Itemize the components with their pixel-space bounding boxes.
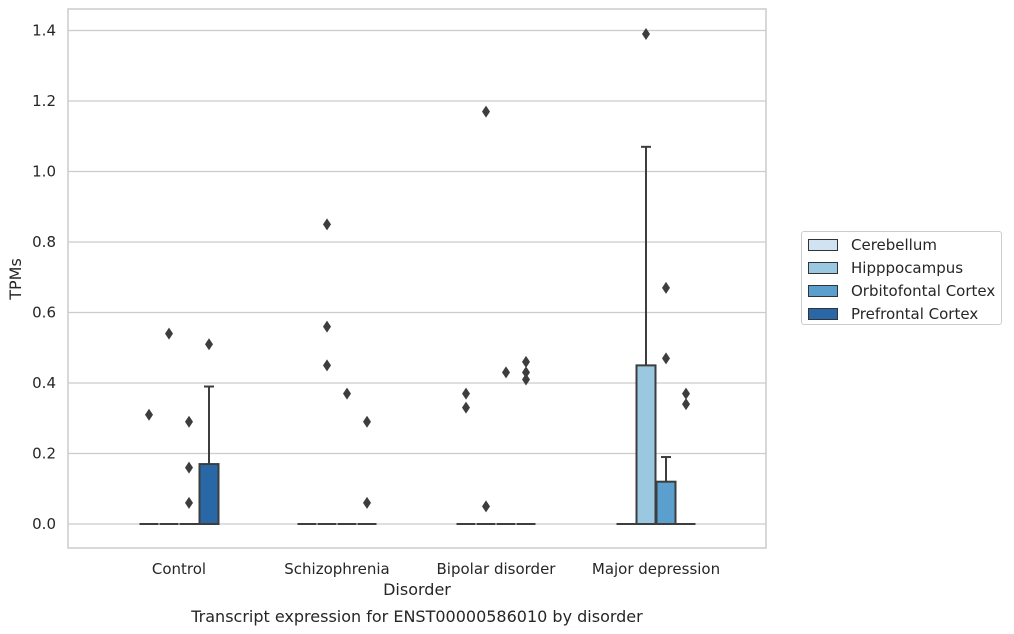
y-tick-label: 1.2 — [32, 92, 56, 110]
y-tick-label: 0.6 — [32, 304, 56, 322]
outlier-point — [323, 359, 331, 372]
outlier-point — [363, 496, 371, 509]
outlier-point — [462, 387, 470, 400]
outlier-point — [343, 387, 351, 400]
outlier-point — [522, 355, 530, 368]
box-2-2 — [496, 366, 516, 525]
outlier-point — [502, 366, 510, 379]
box-rect — [198, 463, 220, 526]
y-tick-label: 0.4 — [32, 374, 56, 392]
outlier-point — [185, 496, 193, 509]
legend-label: Cerebellum — [851, 236, 937, 254]
x-tick-label: Major depression — [592, 560, 720, 578]
y-tick-label: 1.4 — [32, 22, 56, 40]
y-tick-label: 0.0 — [32, 515, 56, 533]
legend-item-orbitofrontal: Orbitofontal Cortex — [808, 281, 995, 301]
legend-swatch-orbitofrontal — [808, 285, 838, 297]
outlier-point — [323, 320, 331, 333]
plot-area-frame — [67, 8, 767, 549]
x-tick-label: Bipolar disorder — [437, 560, 557, 578]
outlier-point — [682, 398, 690, 411]
x-tick-label: Control — [152, 560, 206, 578]
box-1-0 — [159, 327, 179, 525]
legend-item-cerebellum: Cerebellum — [808, 235, 937, 255]
legend: Cerebellum Hipppocampus Orbitofontal Cor… — [801, 231, 1002, 325]
legend-item-prefrontal: Prefrontal Cortex — [808, 304, 978, 324]
box-0-2 — [456, 387, 476, 525]
outlier-point — [165, 327, 173, 340]
x-tick-label: Schizophrenia — [284, 560, 389, 578]
y-tick-label: 1.0 — [32, 163, 56, 181]
y-tick-label: 0.2 — [32, 445, 56, 463]
outlier-point — [323, 218, 331, 231]
legend-label: Prefrontal Cortex — [851, 305, 979, 323]
outlier-point — [662, 281, 670, 294]
box-2-1 — [337, 387, 357, 525]
chart-title: Transcript expression for ENST0000058601… — [190, 607, 643, 626]
outlier-point — [363, 415, 371, 428]
outlier-point — [662, 352, 670, 365]
box-3-0 — [198, 338, 220, 526]
outlier-point — [522, 373, 530, 386]
legend-label: Hipppocampus — [851, 259, 964, 277]
y-tick-label: 0.8 — [32, 233, 56, 251]
box-2-3 — [655, 281, 677, 526]
outlier-point — [642, 28, 650, 41]
grid-lines — [68, 29, 766, 525]
box-3-2 — [516, 355, 536, 525]
x-tick-labels: Control Schizophrenia Bipolar disorder Majo… — [152, 560, 720, 578]
outlier-point — [482, 105, 490, 118]
box-3-1 — [357, 415, 377, 525]
legend-item-hippocampus: Hipppocampus — [808, 258, 963, 278]
box-rect — [655, 480, 677, 526]
box-rect — [635, 364, 657, 525]
box-2-0 — [179, 415, 199, 525]
outlier-point — [145, 408, 153, 421]
box-1-3 — [635, 28, 657, 525]
box-1-1 — [317, 218, 337, 525]
outlier-point — [682, 387, 690, 400]
y-axis-label: TPMs — [6, 258, 25, 301]
outlier-point — [185, 461, 193, 474]
box-series — [139, 28, 696, 526]
box-3-3 — [676, 387, 696, 525]
outlier-point — [185, 415, 193, 428]
legend-swatch-hippocampus — [808, 262, 838, 274]
outlier-point — [522, 366, 530, 379]
box-1-2 — [476, 105, 496, 525]
legend-swatch-cerebellum — [808, 239, 838, 251]
outlier-point — [462, 401, 470, 414]
outlier-point — [482, 500, 490, 513]
legend-swatch-prefrontal — [808, 308, 838, 320]
y-tick-labels: 0.0 0.2 0.4 0.6 0.8 1.0 1.2 1.4 — [32, 22, 56, 534]
x-axis-label: Disorder — [383, 580, 451, 599]
box-0-0 — [139, 408, 159, 525]
legend-label: Orbitofontal Cortex — [851, 282, 996, 300]
outlier-point — [205, 338, 213, 351]
